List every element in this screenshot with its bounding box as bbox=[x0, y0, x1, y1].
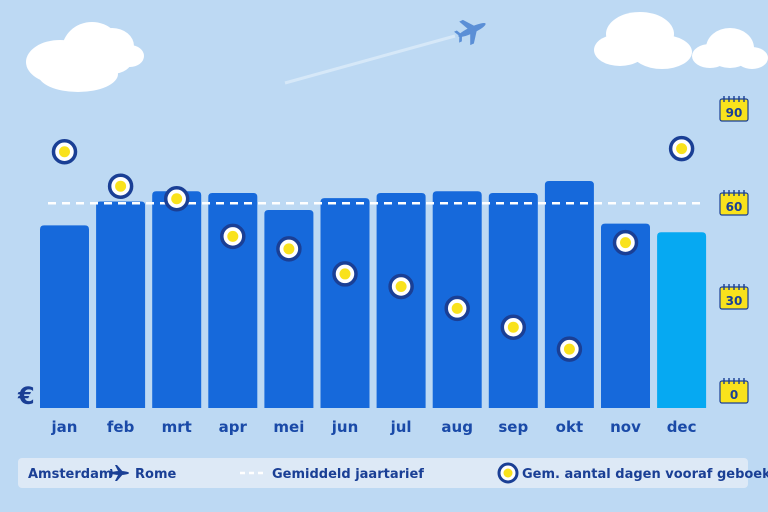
days-marker-apr bbox=[220, 223, 246, 250]
days-marker-mrt bbox=[163, 185, 190, 212]
month-labels-group: jan feb mrt apr mei jun jul aug sep okt nov dec bbox=[51, 418, 697, 436]
bar-nov bbox=[601, 223, 650, 408]
month-label-dec: dec bbox=[667, 418, 697, 436]
days-markers-group bbox=[51, 135, 695, 362]
days-axis-group: 90 60 30 0 bbox=[719, 96, 749, 404]
days-marker-jun bbox=[332, 261, 358, 287]
days-marker-mei bbox=[276, 236, 302, 262]
contrail bbox=[284, 34, 456, 85]
days-marker-aug bbox=[444, 295, 470, 322]
month-label-jun: jun bbox=[331, 418, 359, 436]
calendar-icon: 0 bbox=[719, 378, 749, 404]
days-axis-label: 30 bbox=[726, 294, 743, 308]
bar-jun bbox=[320, 198, 370, 408]
legend-days-label: Gem. aantal dagen vooraf geboekt bbox=[522, 467, 768, 482]
month-label-aug: aug bbox=[441, 418, 473, 436]
days-marker-okt bbox=[556, 336, 583, 362]
days-marker-dec bbox=[668, 135, 695, 162]
month-label-okt: okt bbox=[556, 418, 583, 436]
legend-box bbox=[18, 458, 748, 488]
month-label-mrt: mrt bbox=[162, 418, 192, 436]
bar-feb bbox=[96, 201, 146, 408]
month-label-nov: nov bbox=[610, 418, 641, 436]
days-axis-label: 90 bbox=[726, 106, 743, 120]
currency-symbol: € bbox=[17, 382, 35, 410]
airplane-icon bbox=[454, 19, 486, 46]
bar-sep bbox=[488, 192, 538, 408]
legend-airplane-icon bbox=[110, 465, 129, 481]
legend-route-from: Amsterdam bbox=[28, 467, 112, 482]
bars-group bbox=[40, 181, 707, 408]
bar-mei bbox=[264, 210, 314, 408]
calendar-icon: 90 bbox=[719, 96, 749, 122]
cloud-right-icon bbox=[594, 12, 692, 69]
legend-route-to: Rome bbox=[135, 467, 176, 482]
days-axis-label: 60 bbox=[726, 200, 743, 214]
month-label-mei: mei bbox=[273, 418, 304, 436]
days-marker-jul bbox=[388, 273, 414, 300]
calendar-icon: 30 bbox=[719, 284, 749, 310]
bar-jul bbox=[376, 192, 426, 408]
bar-dec bbox=[657, 232, 707, 408]
month-label-apr: apr bbox=[219, 418, 248, 436]
legend-marker-icon bbox=[497, 462, 519, 484]
days-marker-feb bbox=[107, 173, 134, 199]
legend-average-label: Gemiddeld jaartarief bbox=[272, 467, 424, 482]
bar-mrt bbox=[152, 191, 202, 408]
days-axis-label: 0 bbox=[730, 388, 738, 402]
days-marker-sep bbox=[500, 314, 527, 340]
bar-apr bbox=[208, 192, 258, 408]
days-marker-jan bbox=[51, 138, 78, 165]
bar-jan bbox=[40, 225, 89, 408]
days-marker-nov bbox=[612, 229, 639, 256]
cloud-left-small-icon bbox=[90, 28, 144, 67]
calendar-icon: 60 bbox=[719, 190, 749, 216]
month-label-feb: feb bbox=[107, 418, 135, 436]
cloud-right-small-icon bbox=[692, 28, 768, 69]
month-label-jul: jul bbox=[390, 418, 412, 436]
month-label-sep: sep bbox=[498, 418, 528, 436]
bar-okt bbox=[544, 181, 594, 408]
month-label-jan: jan bbox=[51, 418, 78, 436]
